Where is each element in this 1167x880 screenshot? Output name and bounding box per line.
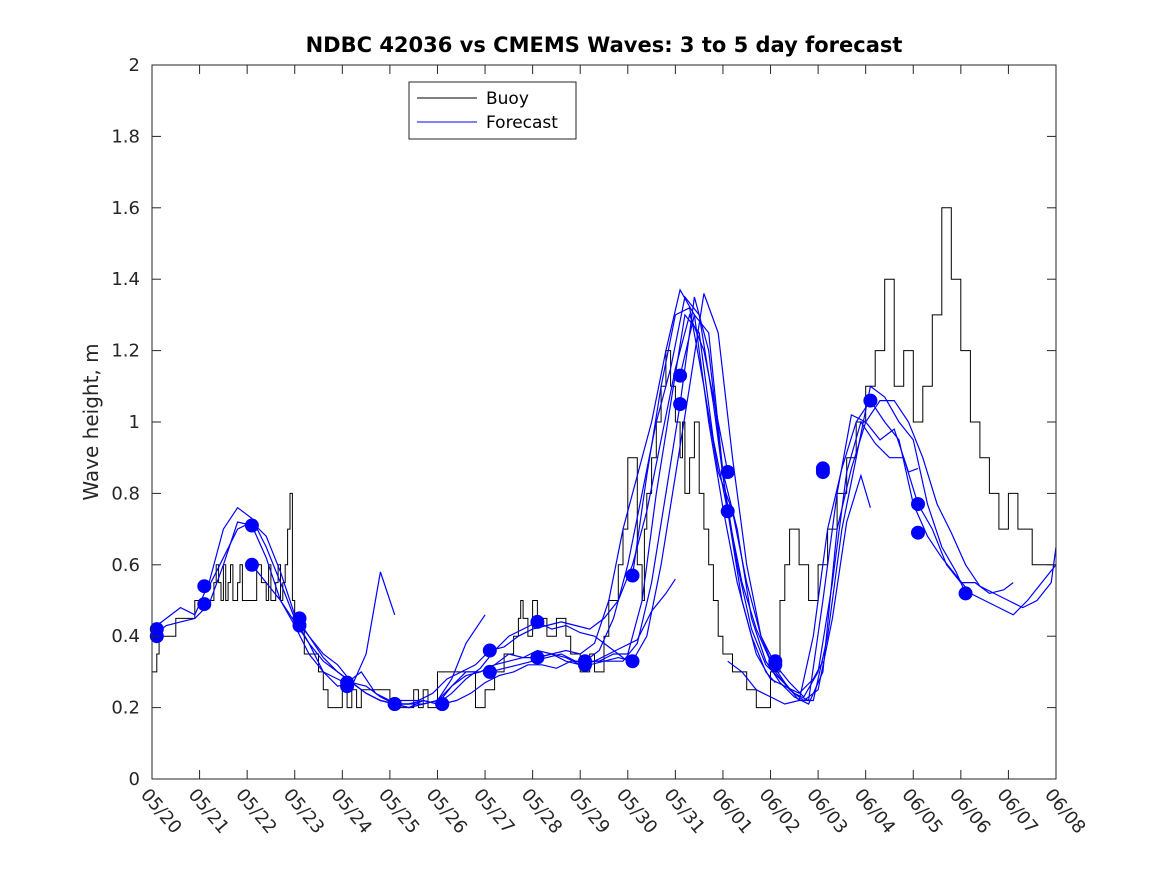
forecast-marker bbox=[625, 654, 640, 669]
forecast-marker bbox=[482, 643, 497, 658]
y-tick-label: 0 bbox=[129, 769, 140, 790]
forecast-marker bbox=[530, 614, 545, 629]
y-tick-label: 1.6 bbox=[111, 198, 140, 219]
forecast-marker bbox=[720, 465, 735, 479]
forecast-line bbox=[631, 306, 1014, 698]
y-tick-label: 1.2 bbox=[111, 341, 140, 362]
forecast-marker bbox=[815, 465, 830, 479]
forecast-marker bbox=[435, 697, 450, 711]
forecast-marker bbox=[673, 368, 688, 383]
forecast-marker bbox=[530, 650, 545, 665]
forecast-marker bbox=[244, 518, 259, 533]
forecast-marker bbox=[720, 504, 735, 519]
y-tick-label: 0.2 bbox=[111, 698, 140, 719]
forecast-marker bbox=[197, 579, 212, 594]
forecast-line bbox=[442, 295, 824, 705]
y-tick-label: 1 bbox=[129, 412, 140, 433]
legend-box bbox=[408, 81, 577, 140]
forecast-marker bbox=[482, 664, 497, 679]
y-tick-label: 1.4 bbox=[111, 269, 140, 290]
forecast-marker bbox=[911, 497, 925, 512]
chart-title: NDBC 42036 vs CMEMS Waves: 3 to 5 day fo… bbox=[306, 33, 903, 57]
forecast-marker bbox=[911, 525, 925, 540]
buoy-line bbox=[152, 207, 1057, 709]
forecast-marker bbox=[197, 597, 212, 612]
forecast-line bbox=[489, 293, 871, 702]
forecast-marker bbox=[387, 697, 402, 711]
y-axis: 0 0.2 0.4 0.6 0.8 1 1.2 1.4 1.6 1.8 2 bbox=[111, 55, 1056, 790]
forecast-line bbox=[394, 288, 776, 709]
y-tick-label: 0.4 bbox=[111, 626, 140, 647]
forecast-marker bbox=[340, 679, 355, 694]
legend-forecast-label: Forecast bbox=[486, 113, 558, 133]
forecast-marker bbox=[578, 657, 592, 672]
y-tick-label: 1.8 bbox=[111, 126, 140, 147]
forecast-line bbox=[151, 506, 396, 688]
buoy-series bbox=[152, 207, 1057, 709]
legend[interactable]: Buoy Forecast bbox=[408, 81, 577, 140]
y-tick-label: 0.6 bbox=[111, 555, 140, 576]
forecast-markers bbox=[149, 368, 973, 711]
forecast-marker bbox=[292, 618, 307, 633]
forecast-marker bbox=[768, 657, 783, 672]
forecast-line bbox=[727, 399, 1057, 705]
forecast-marker bbox=[958, 586, 973, 601]
y-axis-label: Wave height, m bbox=[79, 343, 103, 500]
y-tick-label: 2 bbox=[129, 55, 140, 76]
forecast-marker bbox=[863, 393, 878, 408]
forecast-line bbox=[585, 313, 967, 702]
forecast-marker bbox=[673, 397, 688, 412]
legend-buoy-label: Buoy bbox=[486, 89, 529, 109]
y-tick-label: 0.8 bbox=[111, 483, 140, 504]
forecast-line bbox=[679, 313, 1057, 705]
forecast-marker bbox=[625, 568, 640, 583]
forecast-marker bbox=[244, 557, 259, 572]
